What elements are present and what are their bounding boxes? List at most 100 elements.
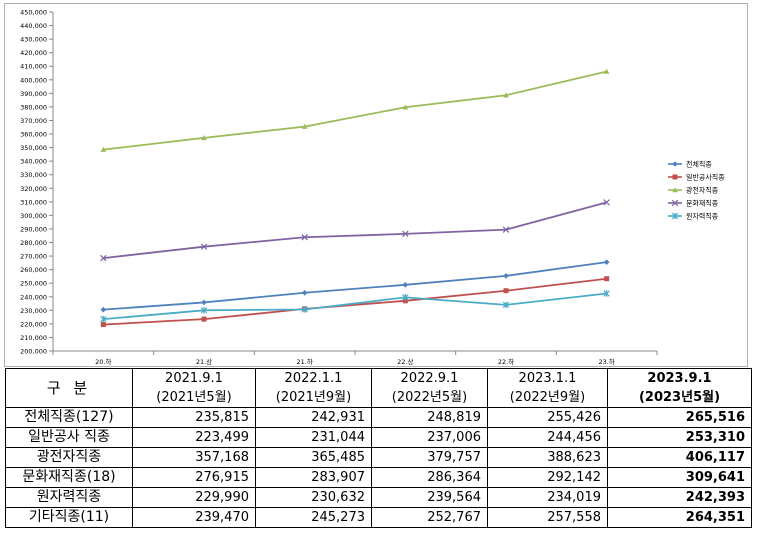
y-tick-label: 320,000 bbox=[20, 185, 47, 193]
table-cell: 234,019 bbox=[487, 487, 608, 508]
table-cell: 244,456 bbox=[487, 427, 608, 448]
table-cell: 235,815 bbox=[132, 407, 256, 428]
y-tick-label: 440,000 bbox=[20, 22, 47, 30]
data-point bbox=[502, 301, 510, 309]
data-point bbox=[502, 226, 510, 233]
column-header: 2022.1.1 (2021년9월) bbox=[255, 368, 372, 408]
y-tick-label: 240,000 bbox=[20, 293, 47, 301]
series-line bbox=[103, 201, 607, 260]
y-tick-label: 420,000 bbox=[20, 49, 47, 57]
table-row: 기타직종(11) 239,470 245,273 252,767 257,558 264,… bbox=[5, 507, 752, 528]
table-cell: 309,641 bbox=[607, 467, 752, 488]
table-cell: 255,426 bbox=[487, 407, 608, 428]
y-tick-label: 350,000 bbox=[20, 144, 47, 152]
table-cell: 242,931 bbox=[255, 407, 372, 428]
row-label: 기타직종(11) bbox=[5, 507, 133, 528]
legend-label: 원자력직종 bbox=[686, 212, 719, 221]
table-row: 문화재직종(18) 276,915 283,907 286,364 292,142 309… bbox=[5, 467, 752, 488]
column-header: 2021.9.1 (2021년5월) bbox=[132, 368, 256, 408]
series-line bbox=[103, 70, 607, 151]
table-cell: 239,564 bbox=[371, 487, 488, 508]
data-point bbox=[201, 135, 207, 141]
table-cell: 406,117 bbox=[607, 447, 752, 468]
series-line bbox=[103, 292, 607, 321]
data-point bbox=[402, 104, 409, 110]
data-point bbox=[200, 307, 208, 314]
x-tick-label: 21.하 bbox=[297, 357, 313, 366]
x-tick-label: 22.하 bbox=[498, 357, 514, 366]
table-row: 일반공사 직종 223,499 231,044 237,006 244,456 253,3… bbox=[5, 427, 752, 448]
y-tick-label: 210,000 bbox=[20, 334, 47, 342]
y-tick-label: 330,000 bbox=[20, 171, 47, 179]
data-point bbox=[503, 92, 509, 98]
data-point bbox=[200, 243, 208, 250]
data-point bbox=[100, 306, 107, 313]
table-cell: 283,907 bbox=[255, 467, 372, 488]
data-point bbox=[603, 259, 610, 265]
y-tick-label: 270,000 bbox=[20, 253, 47, 261]
y-tick-label: 230,000 bbox=[20, 307, 47, 315]
data-point bbox=[301, 289, 308, 296]
series-line bbox=[103, 261, 607, 311]
column-header: 2022.9.1 (2022년5월) bbox=[371, 368, 488, 408]
table-cell: 379,757 bbox=[371, 447, 488, 468]
table-cell: 265,516 bbox=[607, 407, 752, 428]
table-cell: 229,990 bbox=[132, 487, 256, 508]
legend-marker bbox=[672, 187, 678, 193]
row-label: 광전자직종 bbox=[5, 447, 133, 468]
corner-header: 구 분 bbox=[5, 368, 133, 408]
data-point bbox=[604, 276, 610, 282]
column-header-latest: 2023.9.1 (2023년5월) bbox=[607, 368, 752, 408]
table-cell: 242,393 bbox=[607, 487, 752, 508]
table-cell: 257,558 bbox=[487, 507, 608, 528]
y-tick-label: 410,000 bbox=[20, 63, 47, 71]
data-point bbox=[100, 322, 106, 328]
table-cell: 292,142 bbox=[487, 467, 608, 488]
y-tick-label: 370,000 bbox=[20, 117, 47, 125]
series-line bbox=[103, 277, 607, 326]
table-cell: 388,623 bbox=[487, 447, 608, 468]
data-point bbox=[503, 288, 509, 294]
legend-marker bbox=[671, 199, 679, 207]
y-tick-label: 390,000 bbox=[20, 90, 47, 98]
y-tick-label: 450,000 bbox=[20, 9, 47, 17]
x-tick-label: 20.하 bbox=[95, 357, 111, 366]
row-label: 전체직종(127) bbox=[5, 407, 133, 428]
table-cell: 252,767 bbox=[371, 507, 488, 528]
table-cell: 286,364 bbox=[371, 467, 488, 488]
table-row: 원자력직종 229,990 230,632 239,564 234,019 242,393 bbox=[5, 487, 752, 508]
row-label: 문화재직종(18) bbox=[5, 467, 133, 488]
line-chart: 200,000 210,000 220,000 230,000 240,000 250,0… bbox=[4, 3, 748, 367]
y-tick-label: 340,000 bbox=[20, 158, 47, 166]
legend-label: 광전자직종 bbox=[686, 186, 719, 195]
y-tick-label: 310,000 bbox=[20, 198, 47, 206]
data-point bbox=[402, 294, 409, 301]
data-point bbox=[100, 254, 107, 262]
legend-label: 문화재직종 bbox=[686, 199, 719, 208]
data-point bbox=[201, 299, 207, 306]
table-body: 전체직종(127) 235,815 242,931 248,819 255,426 265… bbox=[5, 407, 752, 528]
chart-svg: 200,000 210,000 220,000 230,000 240,000 250,0… bbox=[20, 9, 725, 367]
table-cell: 239,470 bbox=[132, 507, 256, 528]
y-tick-label: 250,000 bbox=[20, 280, 47, 288]
y-tick-label: 280,000 bbox=[20, 239, 47, 247]
data-point bbox=[201, 316, 207, 322]
legend-label: 일반공사직종 bbox=[686, 173, 725, 182]
data-point bbox=[603, 68, 610, 74]
table-cell: 248,819 bbox=[371, 407, 488, 428]
data-point bbox=[100, 315, 107, 323]
data-point bbox=[301, 233, 308, 241]
table-cell: 231,044 bbox=[255, 427, 372, 448]
y-tick-label: 360,000 bbox=[20, 131, 47, 139]
legend-label: 전체직종 bbox=[686, 160, 712, 169]
y-tick-label: 430,000 bbox=[20, 36, 47, 44]
data-point bbox=[301, 123, 308, 129]
table-cell: 357,168 bbox=[132, 447, 256, 468]
column-header: 2023.1.1 (2022년9월) bbox=[487, 368, 608, 408]
data-point bbox=[402, 230, 409, 238]
table-cell: 223,499 bbox=[132, 427, 256, 448]
x-tick-label: 21.상 bbox=[196, 357, 212, 366]
table-cell: 230,632 bbox=[255, 487, 372, 508]
x-tick-label: 22.상 bbox=[397, 357, 413, 366]
data-table: 구 분 2021.9.1 (2021년5월) 2022.1.1 (2021년9월) … bbox=[5, 368, 752, 528]
